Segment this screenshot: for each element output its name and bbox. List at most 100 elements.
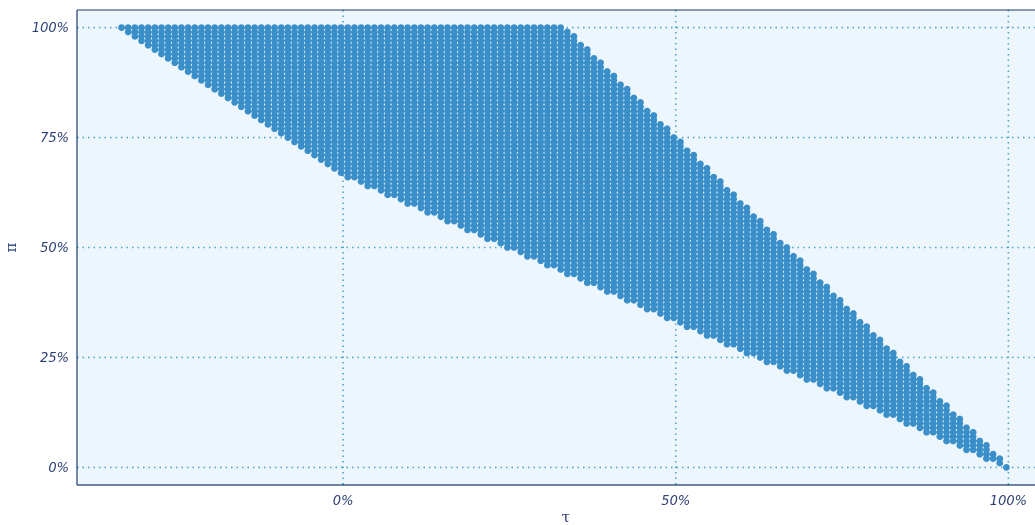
data-point <box>184 24 192 31</box>
data-point <box>523 24 531 31</box>
data-point <box>457 24 465 31</box>
data-point <box>896 358 904 366</box>
data-point <box>477 24 485 31</box>
data-point <box>683 147 691 155</box>
data-point <box>404 24 412 31</box>
data-point <box>357 24 365 31</box>
data-point <box>118 24 125 31</box>
data-point <box>464 24 471 31</box>
data-point <box>550 24 558 31</box>
data-point <box>996 455 1004 463</box>
data-point <box>324 24 332 31</box>
data-point <box>776 239 784 247</box>
data-point <box>304 24 312 31</box>
data-point <box>351 24 358 31</box>
data-point <box>178 24 185 31</box>
data-point <box>450 24 458 31</box>
data-point <box>863 323 871 331</box>
data-point <box>750 213 757 221</box>
y-tick-label-4: 100% <box>32 21 69 36</box>
data-point <box>277 24 285 31</box>
data-point <box>623 85 631 93</box>
data-point <box>710 173 718 181</box>
data-point <box>610 72 618 80</box>
data-point <box>916 376 924 383</box>
data-point <box>370 24 378 31</box>
data-point <box>264 24 272 31</box>
data-point <box>437 24 445 31</box>
data-point <box>869 332 877 339</box>
data-point <box>903 362 910 370</box>
data-point <box>836 296 844 304</box>
data-point <box>617 81 624 89</box>
data-point <box>331 24 338 31</box>
data-point <box>736 200 744 207</box>
data-point <box>816 279 824 287</box>
data-point <box>763 226 771 234</box>
data-point <box>597 59 604 67</box>
data-point <box>384 24 392 31</box>
data-point <box>497 24 505 31</box>
data-point <box>543 24 551 31</box>
data-point <box>657 120 664 128</box>
data-point <box>151 24 159 31</box>
data-point <box>224 24 232 31</box>
data-point <box>557 24 565 31</box>
data-point <box>943 402 950 410</box>
data-point <box>537 24 545 31</box>
x-tick-label-2: 100% <box>990 494 1027 509</box>
data-point <box>470 24 478 31</box>
data-point <box>271 24 278 31</box>
data-point <box>410 24 418 31</box>
data-point <box>138 24 145 31</box>
data-point <box>144 24 152 31</box>
data-points <box>118 24 1010 471</box>
data-point <box>198 24 205 31</box>
data-point <box>191 24 199 31</box>
data-point <box>563 28 571 36</box>
data-point <box>484 24 491 31</box>
data-point <box>723 186 731 194</box>
data-point <box>810 270 817 278</box>
data-point <box>743 204 751 212</box>
data-point <box>344 24 352 31</box>
data-point <box>444 24 451 31</box>
data-point <box>504 24 511 31</box>
data-point <box>131 24 139 31</box>
y-tick-label-0: 0% <box>48 461 69 476</box>
y-tick-label-1: 25% <box>40 351 69 366</box>
data-point <box>490 24 498 31</box>
data-point <box>889 349 897 357</box>
data-point <box>803 266 811 273</box>
tick-labels: 0% 50% 100% 0% 25% 50% 75% 100% <box>32 21 1027 509</box>
data-point <box>577 41 585 49</box>
data-point <box>630 94 638 102</box>
data-point <box>231 24 239 31</box>
data-point <box>417 24 425 31</box>
data-point <box>424 24 431 31</box>
data-point <box>770 230 777 238</box>
data-point <box>876 336 884 344</box>
data-point <box>936 398 944 405</box>
data-point <box>637 98 644 106</box>
data-point <box>783 244 791 251</box>
data-point <box>297 24 305 31</box>
data-point <box>969 428 977 436</box>
data-point <box>257 24 265 31</box>
data-point <box>690 151 698 159</box>
data-point <box>337 24 345 31</box>
data-point <box>1002 464 1010 471</box>
data-point <box>237 24 245 31</box>
data-point <box>823 283 831 291</box>
data-point <box>677 138 684 146</box>
data-point <box>251 24 259 31</box>
data-point <box>204 24 212 31</box>
data-point <box>956 415 964 423</box>
x-axis-title: τ <box>562 508 570 525</box>
data-point <box>650 112 658 119</box>
data-point <box>849 310 857 317</box>
data-point <box>830 292 837 300</box>
data-point <box>703 164 711 172</box>
data-point <box>983 442 990 449</box>
data-point <box>124 24 132 31</box>
